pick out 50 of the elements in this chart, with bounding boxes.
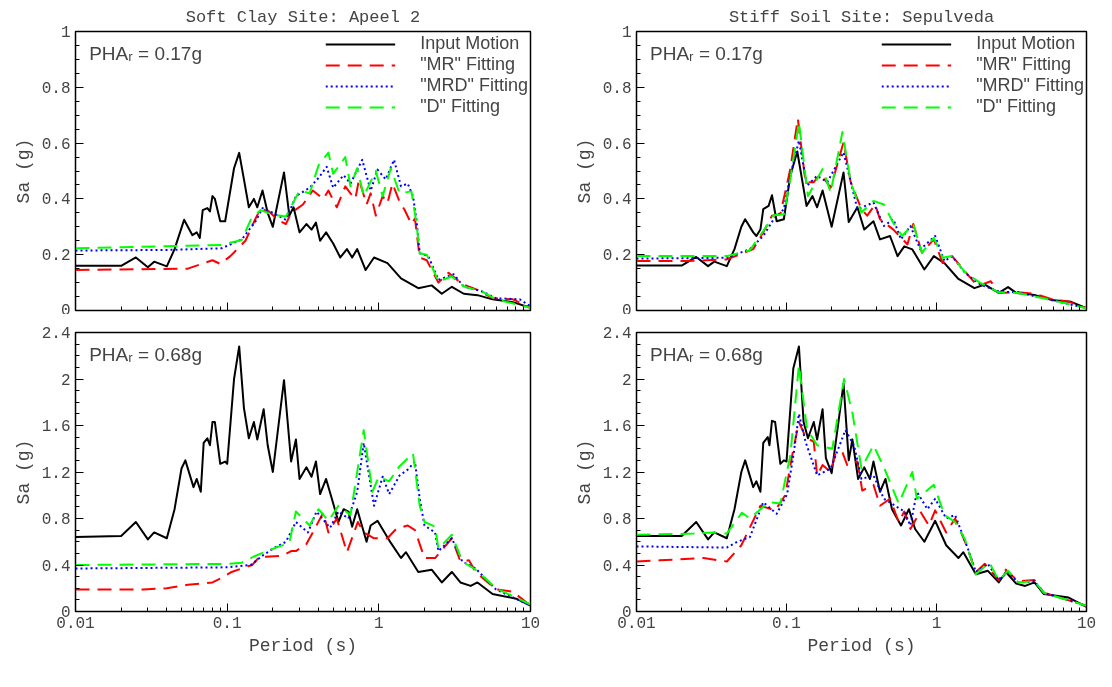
y-tick-label: 1.6 — [41, 418, 71, 436]
y-tick-label: 1 — [621, 24, 632, 42]
y-tick-label: 0.2 — [41, 247, 71, 266]
legend-label: "MR" Fitting — [420, 54, 515, 75]
y-tick-label: 0.8 — [41, 79, 71, 98]
y-tick-label: 0.6 — [602, 135, 632, 154]
legend-label: "MR" Fitting — [976, 54, 1071, 75]
x-tick-label: 1 — [374, 614, 384, 633]
chart-title: Soft Clay Site: Apeel 2 — [185, 7, 421, 27]
y-tick-label: 0.4 — [602, 191, 632, 210]
y-tick-label: 0.4 — [41, 557, 71, 576]
y-tick-label: 1.6 — [602, 418, 632, 436]
y-tick-label: 0.6 — [41, 135, 71, 154]
y-tick-label: 2 — [60, 371, 71, 390]
y-tick-label: 1.2 — [602, 464, 632, 483]
legend-label: "MRD" Fitting — [976, 75, 1084, 96]
y-axis-title: Sa (g) — [13, 138, 34, 204]
legend-label: "D" Fitting — [976, 96, 1056, 117]
y-tick-label: 2 — [621, 371, 632, 390]
x-tick-label: 10 — [1076, 614, 1097, 633]
legend-label: Input Motion — [976, 33, 1076, 54]
x-tick-label: 0.1 — [772, 614, 801, 633]
x-tick-label: 0.1 — [212, 614, 242, 633]
y-tick-label: 0.8 — [602, 79, 632, 98]
y-axis-title: Sa (g) — [13, 439, 34, 505]
y-tick-label: 0.2 — [602, 247, 632, 266]
annotation: PHAᵣ = 0.68g — [89, 343, 202, 365]
x-tick-label: 1 — [931, 614, 942, 633]
y-tick-label: 1 — [60, 24, 71, 42]
annotation: PHAᵣ = 0.68g — [650, 343, 763, 365]
y-tick-label: 0.8 — [602, 511, 632, 529]
x-tick-label: 10 — [520, 614, 541, 633]
annotation: PHAᵣ = 0.17g — [89, 42, 202, 64]
y-tick-label: 2.4 — [602, 325, 632, 343]
x-axis-title: Period (s) — [807, 635, 916, 656]
y-tick-label: 0.4 — [41, 191, 71, 210]
y-tick-label: 0.4 — [602, 557, 632, 576]
y-tick-label: 2.4 — [41, 325, 71, 343]
y-tick-label: 0.8 — [41, 511, 71, 529]
y-axis-title: Sa (g) — [574, 138, 595, 204]
x-axis-title: Period (s) — [248, 635, 358, 656]
y-tick-label: 1.2 — [41, 464, 71, 483]
legend-label: "D" Fitting — [420, 96, 500, 117]
legend-label: "MRD" Fitting — [420, 75, 528, 96]
y-tick-label: 0 — [60, 301, 71, 320]
annotation: PHAᵣ = 0.17g — [650, 42, 763, 64]
chart-title: Stiff Soil Site: Sepulveda — [728, 7, 995, 27]
y-axis-title: Sa (g) — [574, 439, 595, 505]
legend-label: Input Motion — [420, 33, 520, 54]
y-tick-label: 0 — [621, 301, 632, 320]
